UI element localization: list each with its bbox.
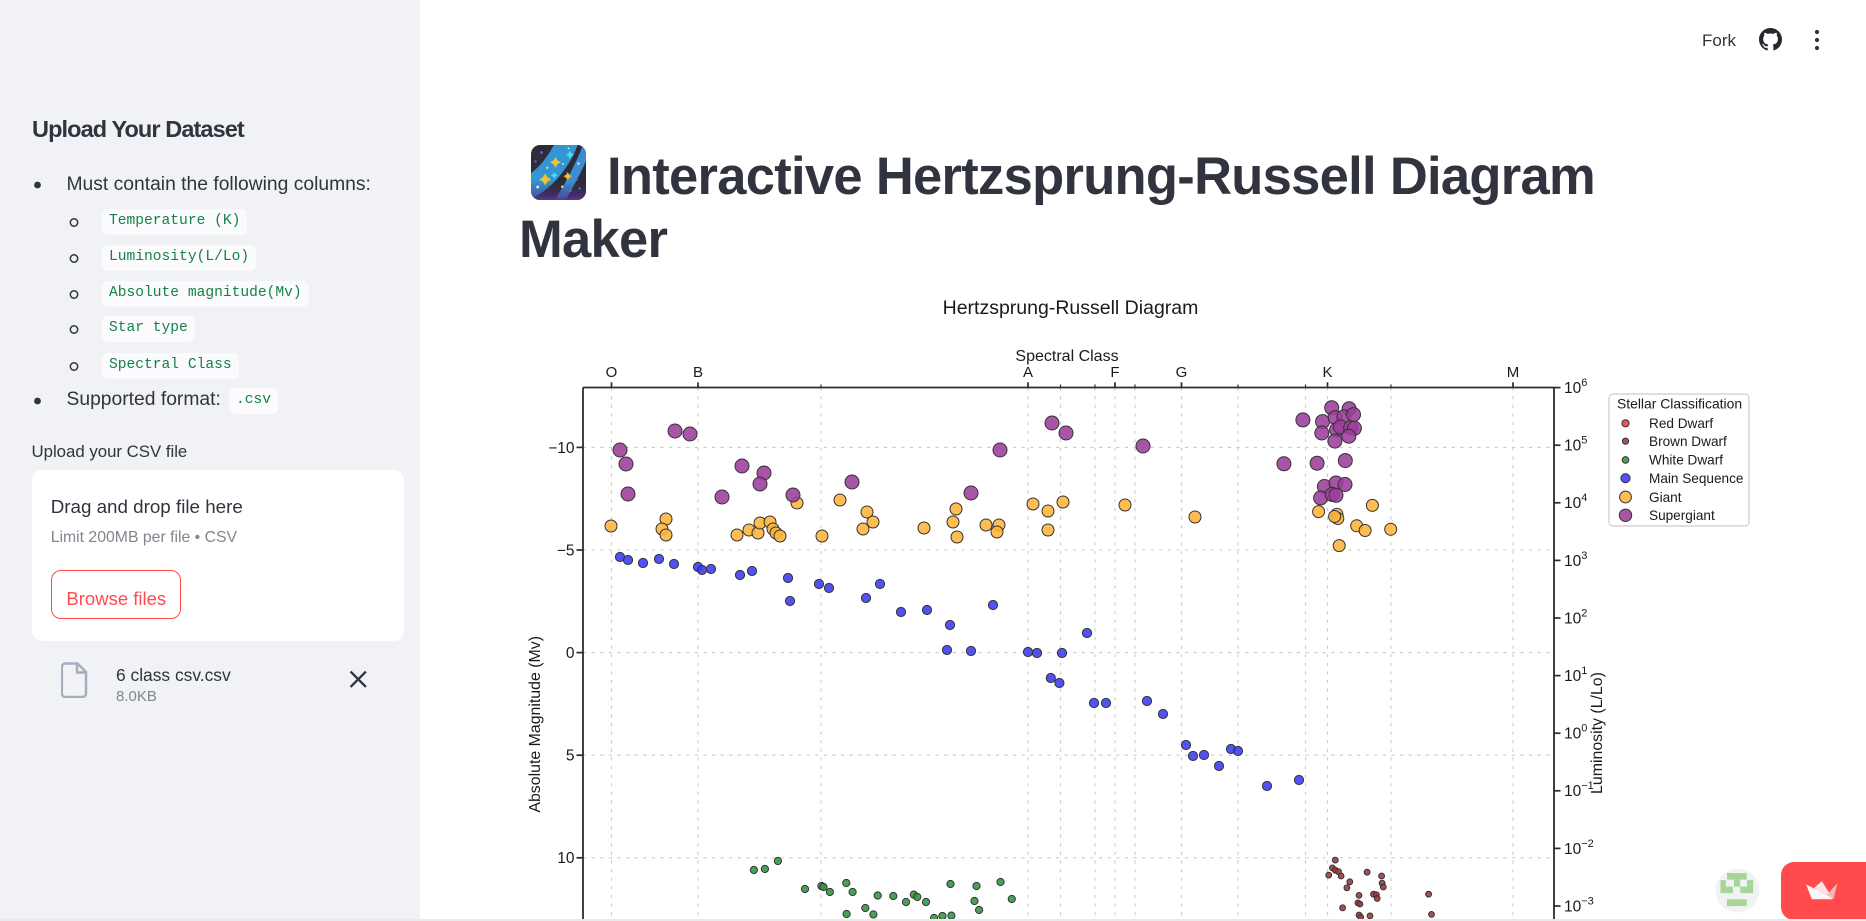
svg-text:A: A	[1023, 364, 1033, 381]
svg-text:Supergiant: Supergiant	[1649, 508, 1715, 523]
svg-text:Luminosity (L/Lo): Luminosity (L/Lo)	[1589, 672, 1606, 794]
svg-text:O: O	[606, 364, 618, 381]
svg-text:101: 101	[1564, 665, 1587, 685]
svg-text:Giant: Giant	[1649, 490, 1682, 505]
svg-text:G: G	[1176, 364, 1188, 381]
svg-text:Main Sequence: Main Sequence	[1649, 471, 1743, 486]
svg-text:10−2: 10−2	[1564, 838, 1594, 858]
svg-text:Spectral Class: Spectral Class	[1015, 348, 1118, 365]
svg-text:0: 0	[566, 645, 575, 662]
svg-text:102: 102	[1564, 607, 1587, 627]
svg-text:100: 100	[1564, 723, 1587, 743]
svg-text:5: 5	[566, 748, 575, 765]
svg-text:10−3: 10−3	[1564, 895, 1594, 915]
svg-text:Hertzsprung-Russell Diagram: Hertzsprung-Russell Diagram	[943, 297, 1199, 319]
svg-text:105: 105	[1564, 435, 1587, 455]
svg-text:F: F	[1110, 364, 1119, 381]
svg-text:103: 103	[1564, 550, 1587, 570]
svg-text:Absolute Magnitude (Mv): Absolute Magnitude (Mv)	[527, 636, 544, 813]
svg-text:K: K	[1322, 364, 1332, 381]
svg-text:−5: −5	[557, 542, 575, 559]
svg-text:Stellar Classification: Stellar Classification	[1617, 396, 1742, 412]
svg-text:M: M	[1507, 364, 1520, 381]
svg-text:10: 10	[557, 850, 575, 867]
svg-text:White Dwarf: White Dwarf	[1649, 453, 1723, 468]
svg-text:Red Dwarf: Red Dwarf	[1649, 416, 1713, 431]
svg-text:−10: −10	[548, 440, 575, 457]
svg-text:Brown Dwarf: Brown Dwarf	[1649, 434, 1727, 449]
svg-text:106: 106	[1564, 377, 1587, 397]
svg-text:104: 104	[1564, 492, 1587, 512]
svg-text:B: B	[693, 364, 703, 381]
